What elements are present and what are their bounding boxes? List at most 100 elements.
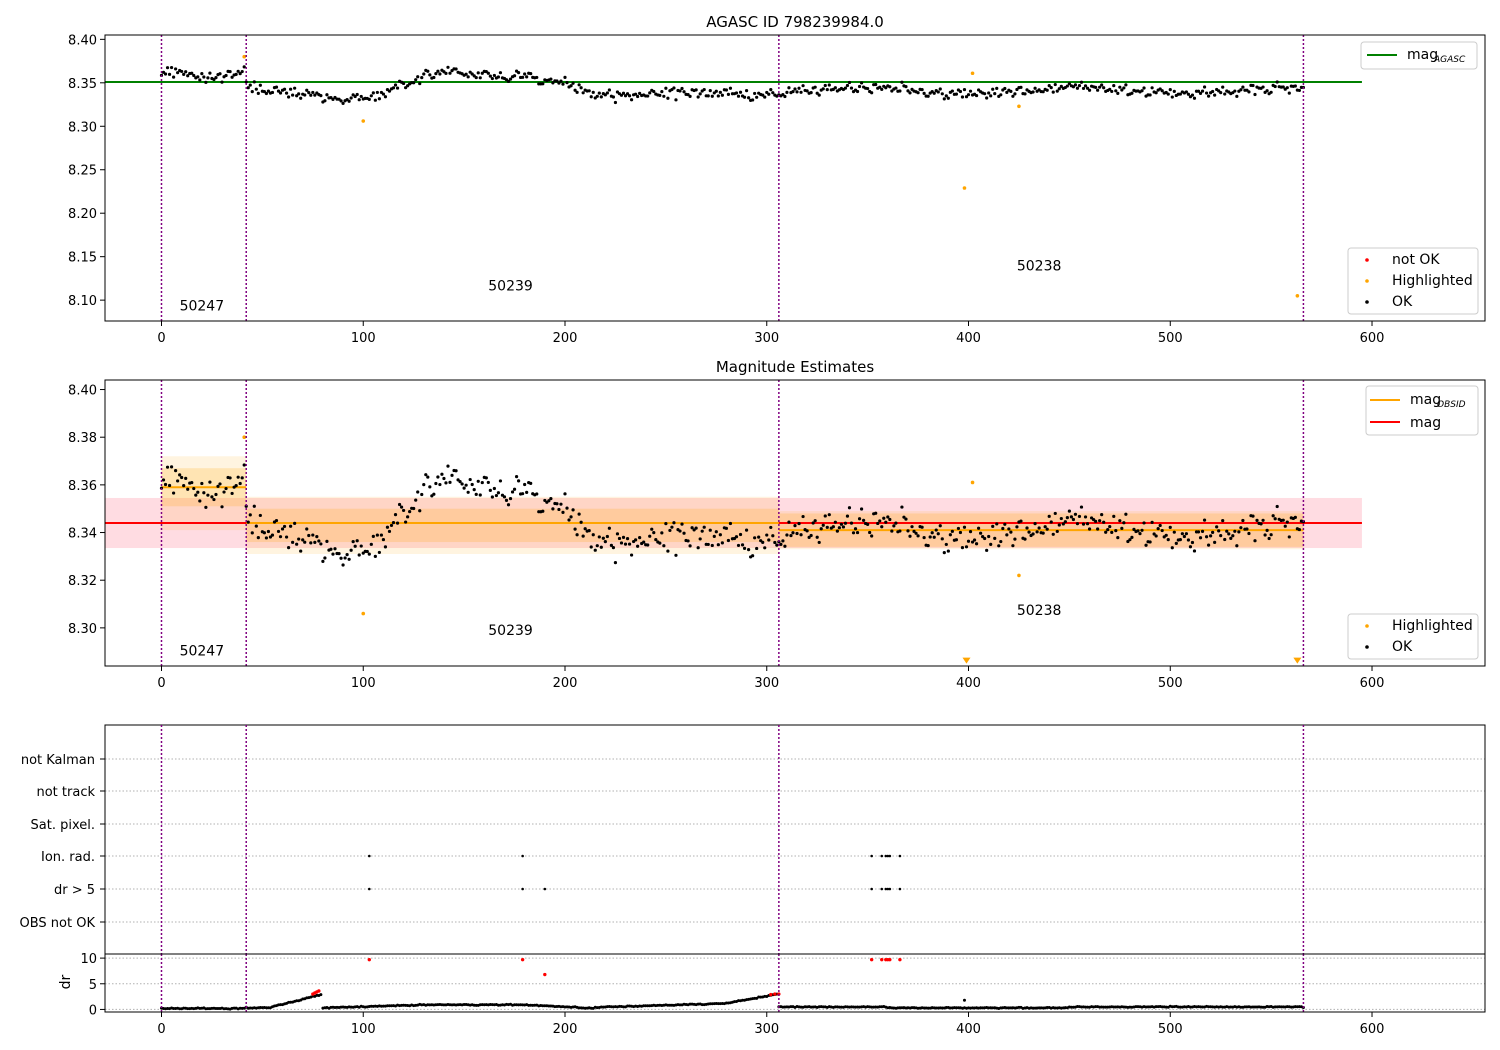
- ok-point: [1178, 92, 1182, 96]
- ok-point: [1041, 531, 1045, 535]
- ok-point: [186, 74, 190, 78]
- ok-point: [436, 69, 440, 73]
- ok-point: [847, 80, 852, 85]
- ok-point: [874, 82, 878, 87]
- ok-point: [339, 99, 343, 103]
- flag-point: [884, 887, 888, 891]
- ok-point: [660, 90, 664, 94]
- ok-point: [1154, 91, 1158, 95]
- ok-point: [708, 528, 712, 532]
- ok-point: [958, 89, 963, 94]
- ok-point: [740, 543, 745, 547]
- ok-point: [799, 533, 803, 537]
- ok-point: [204, 80, 208, 84]
- ok-point: [779, 542, 783, 546]
- ok-point: [214, 492, 218, 497]
- ok-point: [906, 529, 910, 533]
- legend-not-ok-label: not OK: [1392, 252, 1440, 268]
- ok-point: [254, 524, 258, 528]
- ok-point: [182, 484, 186, 488]
- agasc-xtick-label: 0: [157, 331, 165, 346]
- ok-point: [401, 508, 406, 513]
- ok-point: [444, 71, 448, 76]
- ok-point: [825, 88, 829, 92]
- ok-point: [845, 83, 850, 88]
- ok-point: [492, 73, 496, 78]
- ok-point: [1118, 519, 1122, 523]
- ok-point: [490, 495, 494, 499]
- ok-point: [726, 538, 731, 543]
- ok-point: [753, 91, 757, 96]
- flag-point: [543, 887, 547, 891]
- ok-point: [599, 545, 603, 549]
- agasc-xtick-label: 500: [1158, 331, 1183, 346]
- ok-point: [999, 539, 1003, 544]
- ok-point: [1150, 520, 1154, 525]
- ok-point: [1158, 523, 1162, 528]
- ok-point: [1033, 86, 1037, 90]
- ok-point: [1190, 540, 1195, 545]
- ok-point: [714, 89, 718, 93]
- ok-point: [393, 513, 398, 517]
- ok-point: [1287, 91, 1291, 95]
- ok-point: [169, 65, 174, 70]
- ok-point: [1031, 532, 1035, 536]
- ok-point: [946, 96, 950, 100]
- ok-point: [1063, 520, 1067, 524]
- ok-point: [1275, 504, 1279, 509]
- ok-point: [821, 523, 825, 527]
- ok-point: [535, 75, 539, 80]
- ok-point: [696, 546, 700, 550]
- magnitude-estimates-panel: Magnitude Estimates 50247 50239 50238 0 100…: [68, 358, 1486, 691]
- ok-point: [587, 89, 591, 93]
- ok-point: [1045, 527, 1049, 531]
- ok-point: [880, 87, 884, 92]
- ok-point: [496, 75, 501, 79]
- ok-point: [936, 532, 940, 536]
- ok-point: [1209, 534, 1213, 538]
- ok-point: [623, 94, 628, 98]
- ok-point: [222, 490, 226, 494]
- ok-point: [944, 94, 948, 98]
- ok-point: [196, 490, 200, 494]
- ok-point: [753, 536, 757, 540]
- ok-point: [960, 95, 965, 99]
- ok-point: [1213, 93, 1217, 97]
- ok-point: [718, 90, 722, 94]
- ok-point: [940, 537, 944, 541]
- ok-point: [793, 524, 797, 528]
- ok-point: [769, 88, 773, 92]
- ok-point: [595, 544, 599, 548]
- ok-point: [196, 75, 200, 79]
- ok-point: [180, 475, 184, 480]
- ok-point: [1255, 518, 1259, 522]
- dr-not-ok-point: [888, 957, 892, 962]
- ok-point: [323, 99, 327, 103]
- ok-point: [424, 473, 428, 477]
- ok-point: [535, 492, 539, 496]
- ok-point: [1269, 90, 1273, 94]
- dr-xtick-label: 500: [1158, 1022, 1183, 1037]
- ok-point: [636, 544, 640, 548]
- ok-point: [389, 523, 394, 528]
- ok-point: [434, 481, 438, 486]
- estimates-legend-top: mag OBSID mag: [1365, 385, 1479, 436]
- ok-point: [1116, 91, 1120, 95]
- ok-point: [214, 76, 218, 80]
- ok-point: [387, 529, 392, 534]
- ok-point: [1081, 86, 1086, 91]
- ok-point: [983, 92, 987, 96]
- ok-point: [266, 89, 271, 93]
- flag-point: [870, 854, 873, 858]
- ok-point: [224, 73, 228, 78]
- dr-not-ok-point: [367, 957, 371, 962]
- ok-point: [448, 71, 452, 75]
- estimates-ytick-label: 8.32: [68, 574, 97, 589]
- ok-point: [512, 487, 517, 491]
- ok-point: [1160, 528, 1164, 533]
- dr-xtick-label: 0: [157, 1022, 165, 1037]
- ok-point: [716, 543, 720, 547]
- ok-point: [1001, 526, 1005, 531]
- ok-point: [946, 549, 950, 553]
- ok-point: [706, 94, 710, 98]
